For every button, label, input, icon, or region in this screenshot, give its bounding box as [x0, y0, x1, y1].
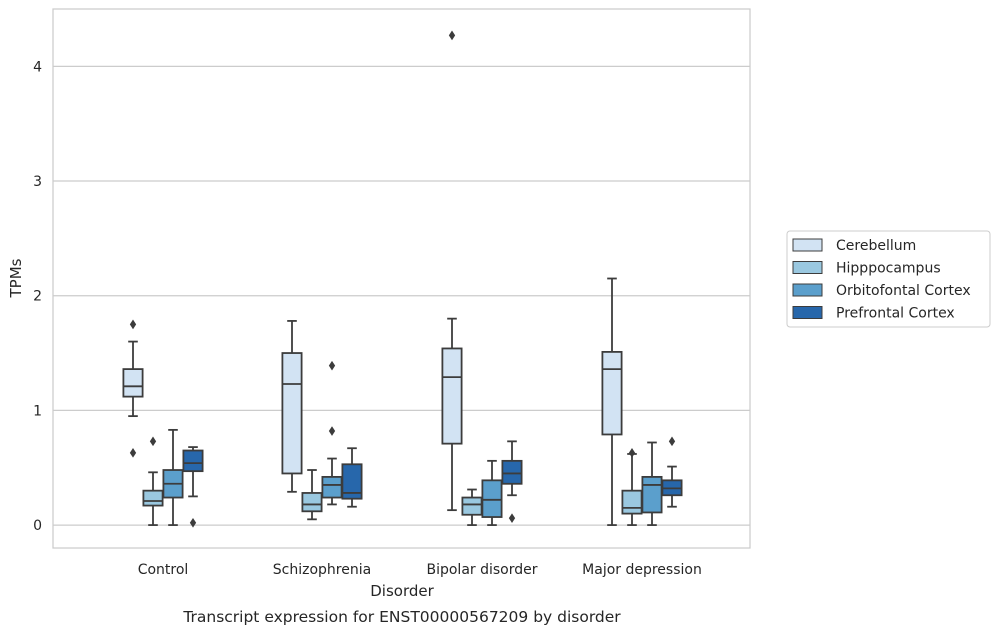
box-3-3 — [661, 436, 683, 508]
box-iqr — [621, 489, 643, 515]
x-tick-label: Major depression — [582, 562, 702, 578]
box-2-2 — [481, 459, 503, 526]
x-axis-label: Disorder — [370, 582, 434, 600]
box-iqr — [321, 475, 343, 499]
box-iqr — [142, 489, 164, 507]
box-2-1 — [321, 360, 343, 506]
outlier-point — [129, 319, 137, 330]
legend-swatch — [792, 261, 823, 274]
box-3-0 — [182, 446, 204, 528]
box-0-2 — [441, 30, 463, 512]
box-0-3 — [601, 277, 623, 526]
box-iqr — [441, 347, 463, 445]
box-2-3 — [641, 441, 663, 526]
x-tick-label: Bipolar disorder — [426, 562, 537, 578]
y-axis-label: TPMs — [7, 258, 25, 298]
legend-label: Orbitofontal Cortex — [836, 283, 971, 299]
legend-label: Hipppocampus — [836, 261, 941, 277]
legend-label: Prefrontal Cortex — [836, 306, 955, 322]
outlier-point — [448, 30, 456, 41]
box-iqr — [641, 475, 663, 514]
outlier-point — [668, 436, 676, 447]
box-3-2 — [501, 440, 523, 524]
box-iqr — [341, 463, 363, 500]
legend: Cerebellum Hipppocampus Orbitofontal Corte… — [786, 230, 991, 328]
box-iqr — [182, 449, 204, 473]
box-1-2 — [461, 488, 483, 526]
chart-title: Transcript expression for ENST0000056720… — [182, 608, 621, 626]
y-tick-label: 0 — [33, 518, 42, 534]
outlier-point — [628, 447, 636, 458]
x-tick-labels: Control Schizophrenia Bipolar disorder Majo… — [138, 562, 702, 578]
box-2-0 — [162, 428, 184, 526]
outlier-point — [189, 517, 197, 528]
box-iqr — [281, 352, 303, 475]
y-tick-label: 4 — [33, 59, 42, 75]
plot-frame — [52, 8, 751, 549]
outlier-point — [328, 426, 336, 436]
outlier-point — [149, 436, 157, 447]
legend-swatch — [792, 238, 823, 252]
box-iqr — [301, 492, 323, 513]
legend-swatch — [792, 283, 823, 297]
box-iqr — [481, 479, 503, 518]
box-1-1 — [301, 469, 323, 521]
legend-swatch — [792, 306, 823, 319]
x-tick-label: Schizophrenia — [273, 562, 371, 578]
box-iqr — [601, 350, 623, 436]
outlier-point — [129, 447, 137, 458]
legend-label: Cerebellum — [836, 238, 916, 254]
boxes-layer — [122, 30, 683, 528]
box-iqr — [461, 496, 483, 516]
box-iqr — [501, 459, 523, 485]
box-0-0 — [122, 319, 144, 458]
outlier-point — [328, 360, 336, 371]
y-tick-labels: 0 1 2 3 4 — [33, 59, 42, 534]
box-iqr — [122, 368, 144, 398]
outlier-point — [508, 513, 516, 524]
y-tick-label: 1 — [33, 403, 42, 419]
y-tick-label: 2 — [33, 289, 42, 305]
box-3-1 — [341, 447, 363, 508]
legend-frame — [786, 230, 991, 328]
x-tick-label: Control — [138, 562, 189, 578]
box-0-1 — [281, 320, 303, 493]
plot-area — [53, 9, 750, 548]
y-tick-label: 3 — [33, 174, 42, 190]
